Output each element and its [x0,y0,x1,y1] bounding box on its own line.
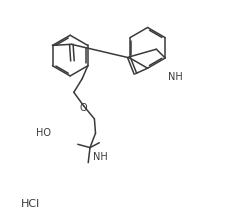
Text: NH: NH [93,152,107,162]
Text: HO: HO [36,128,51,138]
Text: NH: NH [168,72,182,82]
Text: HCl: HCl [21,199,40,209]
Text: O: O [80,103,87,113]
